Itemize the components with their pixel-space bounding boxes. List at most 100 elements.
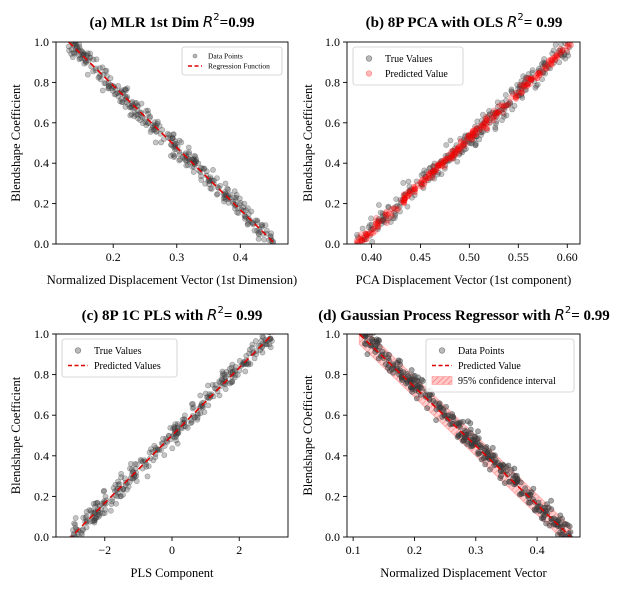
data-point	[364, 232, 371, 238]
data-point	[123, 87, 129, 94]
data-point	[461, 133, 468, 140]
data-point	[148, 446, 154, 452]
data-point	[433, 166, 439, 173]
data-point	[225, 371, 232, 378]
data-point	[99, 87, 106, 94]
data-point	[450, 415, 457, 422]
data-point	[430, 167, 437, 174]
data-point	[122, 86, 129, 92]
data-point	[405, 178, 412, 185]
data-point	[443, 155, 450, 162]
data-point	[268, 337, 275, 344]
data-point	[362, 230, 369, 237]
data-point	[432, 400, 439, 406]
data-point	[223, 368, 230, 375]
data-point	[511, 465, 518, 472]
data-point	[122, 86, 128, 93]
data-point	[482, 120, 488, 127]
data-point	[528, 76, 534, 82]
data-point	[473, 125, 480, 132]
data-point	[402, 195, 409, 202]
data-point	[366, 232, 373, 239]
data-point	[131, 109, 138, 116]
data-point	[251, 227, 258, 234]
data-point	[357, 234, 364, 240]
data-point	[529, 70, 536, 76]
data-point	[516, 90, 522, 97]
data-point	[375, 202, 382, 208]
data-point	[455, 420, 462, 427]
data-point	[541, 60, 548, 67]
data-point	[375, 223, 382, 230]
data-point	[499, 103, 506, 110]
data-point	[412, 183, 418, 190]
data-point	[197, 392, 204, 399]
data-point	[170, 143, 177, 150]
data-point	[419, 183, 426, 190]
data-point	[508, 86, 515, 93]
data-point	[210, 166, 216, 173]
data-point	[446, 155, 453, 162]
data-point	[128, 111, 135, 118]
y-tick-label: 0.0	[325, 530, 340, 544]
title-text: (d) Gaussian Process Regressor with	[318, 308, 554, 324]
data-point	[174, 423, 181, 429]
data-point	[491, 110, 498, 116]
data-point	[93, 65, 99, 72]
data-point	[80, 32, 85, 37]
data-point	[448, 152, 455, 159]
data-point	[517, 82, 523, 88]
data-point	[366, 230, 372, 237]
data-point	[559, 49, 565, 55]
data-point	[160, 136, 167, 143]
data-point	[95, 508, 101, 514]
x-axis-label: Normalized Displacement Vector (1st Dime…	[47, 273, 297, 287]
data-point	[237, 199, 244, 206]
data-point	[559, 515, 565, 522]
data-point	[406, 189, 413, 196]
data-point	[361, 236, 368, 243]
data-point	[498, 107, 505, 113]
data-point	[91, 509, 98, 515]
data-point	[518, 91, 525, 97]
data-point	[471, 127, 478, 134]
data-point	[193, 156, 200, 163]
data-point	[386, 210, 393, 216]
y-tick-label: 0.4	[325, 449, 340, 463]
data-point	[466, 132, 473, 139]
data-point	[110, 485, 117, 491]
data-point	[500, 103, 507, 110]
data-point	[496, 108, 503, 115]
data-point	[86, 54, 93, 61]
data-point	[565, 541, 570, 546]
data-point	[466, 139, 473, 146]
scatter-series	[69, 334, 275, 537]
data-point	[478, 122, 485, 129]
data-point	[227, 191, 233, 198]
x-tick-label: 0.1	[346, 543, 361, 557]
data-point	[489, 115, 495, 121]
data-point	[83, 508, 90, 515]
data-point	[194, 414, 201, 421]
legend-label: Predicted Values	[94, 361, 161, 372]
data-point	[154, 120, 161, 127]
data-point	[413, 377, 420, 384]
data-point	[380, 218, 387, 224]
data-point	[100, 488, 107, 495]
data-point	[401, 195, 408, 202]
data-point	[420, 185, 427, 191]
data-point	[214, 184, 221, 190]
data-point	[418, 376, 425, 383]
data-point	[509, 106, 516, 113]
data-point	[189, 163, 196, 170]
data-point	[388, 213, 395, 220]
data-point	[402, 191, 409, 197]
data-point	[375, 223, 381, 229]
data-point	[547, 56, 554, 63]
data-point	[76, 42, 82, 48]
data-point	[441, 157, 448, 164]
data-point	[443, 156, 450, 163]
data-point	[519, 94, 526, 101]
data-point	[440, 158, 447, 165]
data-point	[355, 243, 359, 244]
